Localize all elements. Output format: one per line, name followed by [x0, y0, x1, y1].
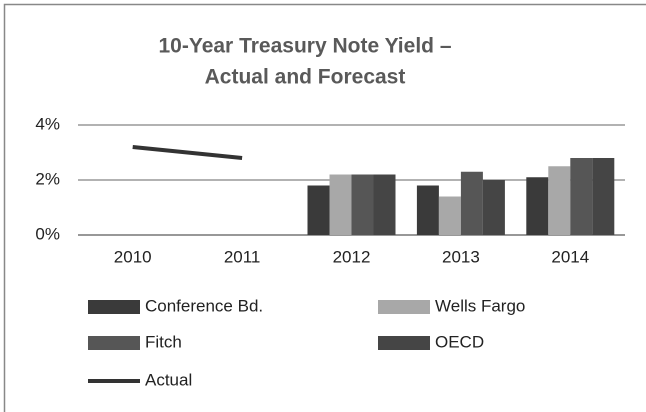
chart-border	[3, 3, 646, 412]
legend-label: Fitch	[145, 332, 182, 351]
y-tick-label: 0%	[35, 224, 60, 243]
chart-title: 10-Year Treasury Note Yield –	[159, 35, 452, 58]
x-tick-label: 2010	[114, 247, 152, 266]
bar	[592, 158, 615, 235]
line	[132, 145, 243, 160]
bar	[307, 185, 330, 235]
x-tick-label: 2013	[442, 247, 480, 266]
bar	[460, 171, 483, 235]
y-tick-label: 4%	[35, 114, 60, 133]
x-tick-label: 2011	[224, 247, 261, 266]
bar	[548, 166, 571, 235]
legend-label: Actual	[145, 370, 192, 389]
bar	[526, 177, 549, 235]
legend-swatch	[378, 300, 430, 314]
legend-swatch	[88, 336, 140, 350]
legend-label: Wells Fargo	[435, 296, 525, 315]
bar	[373, 174, 396, 235]
bar	[438, 196, 461, 235]
bar	[482, 180, 505, 235]
chart-title: Actual and Forecast	[205, 66, 406, 89]
bar	[570, 158, 593, 235]
bar	[351, 174, 374, 235]
legend-swatch	[88, 300, 140, 314]
legend-label: Conference Bd.	[145, 296, 263, 315]
bar	[416, 185, 439, 235]
bar	[329, 174, 352, 235]
y-tick-label: 2%	[35, 169, 60, 188]
x-tick-label: 2014	[551, 247, 589, 266]
legend-label: OECD	[435, 332, 484, 351]
x-tick-label: 2012	[333, 247, 371, 266]
legend-swatch	[378, 336, 430, 350]
